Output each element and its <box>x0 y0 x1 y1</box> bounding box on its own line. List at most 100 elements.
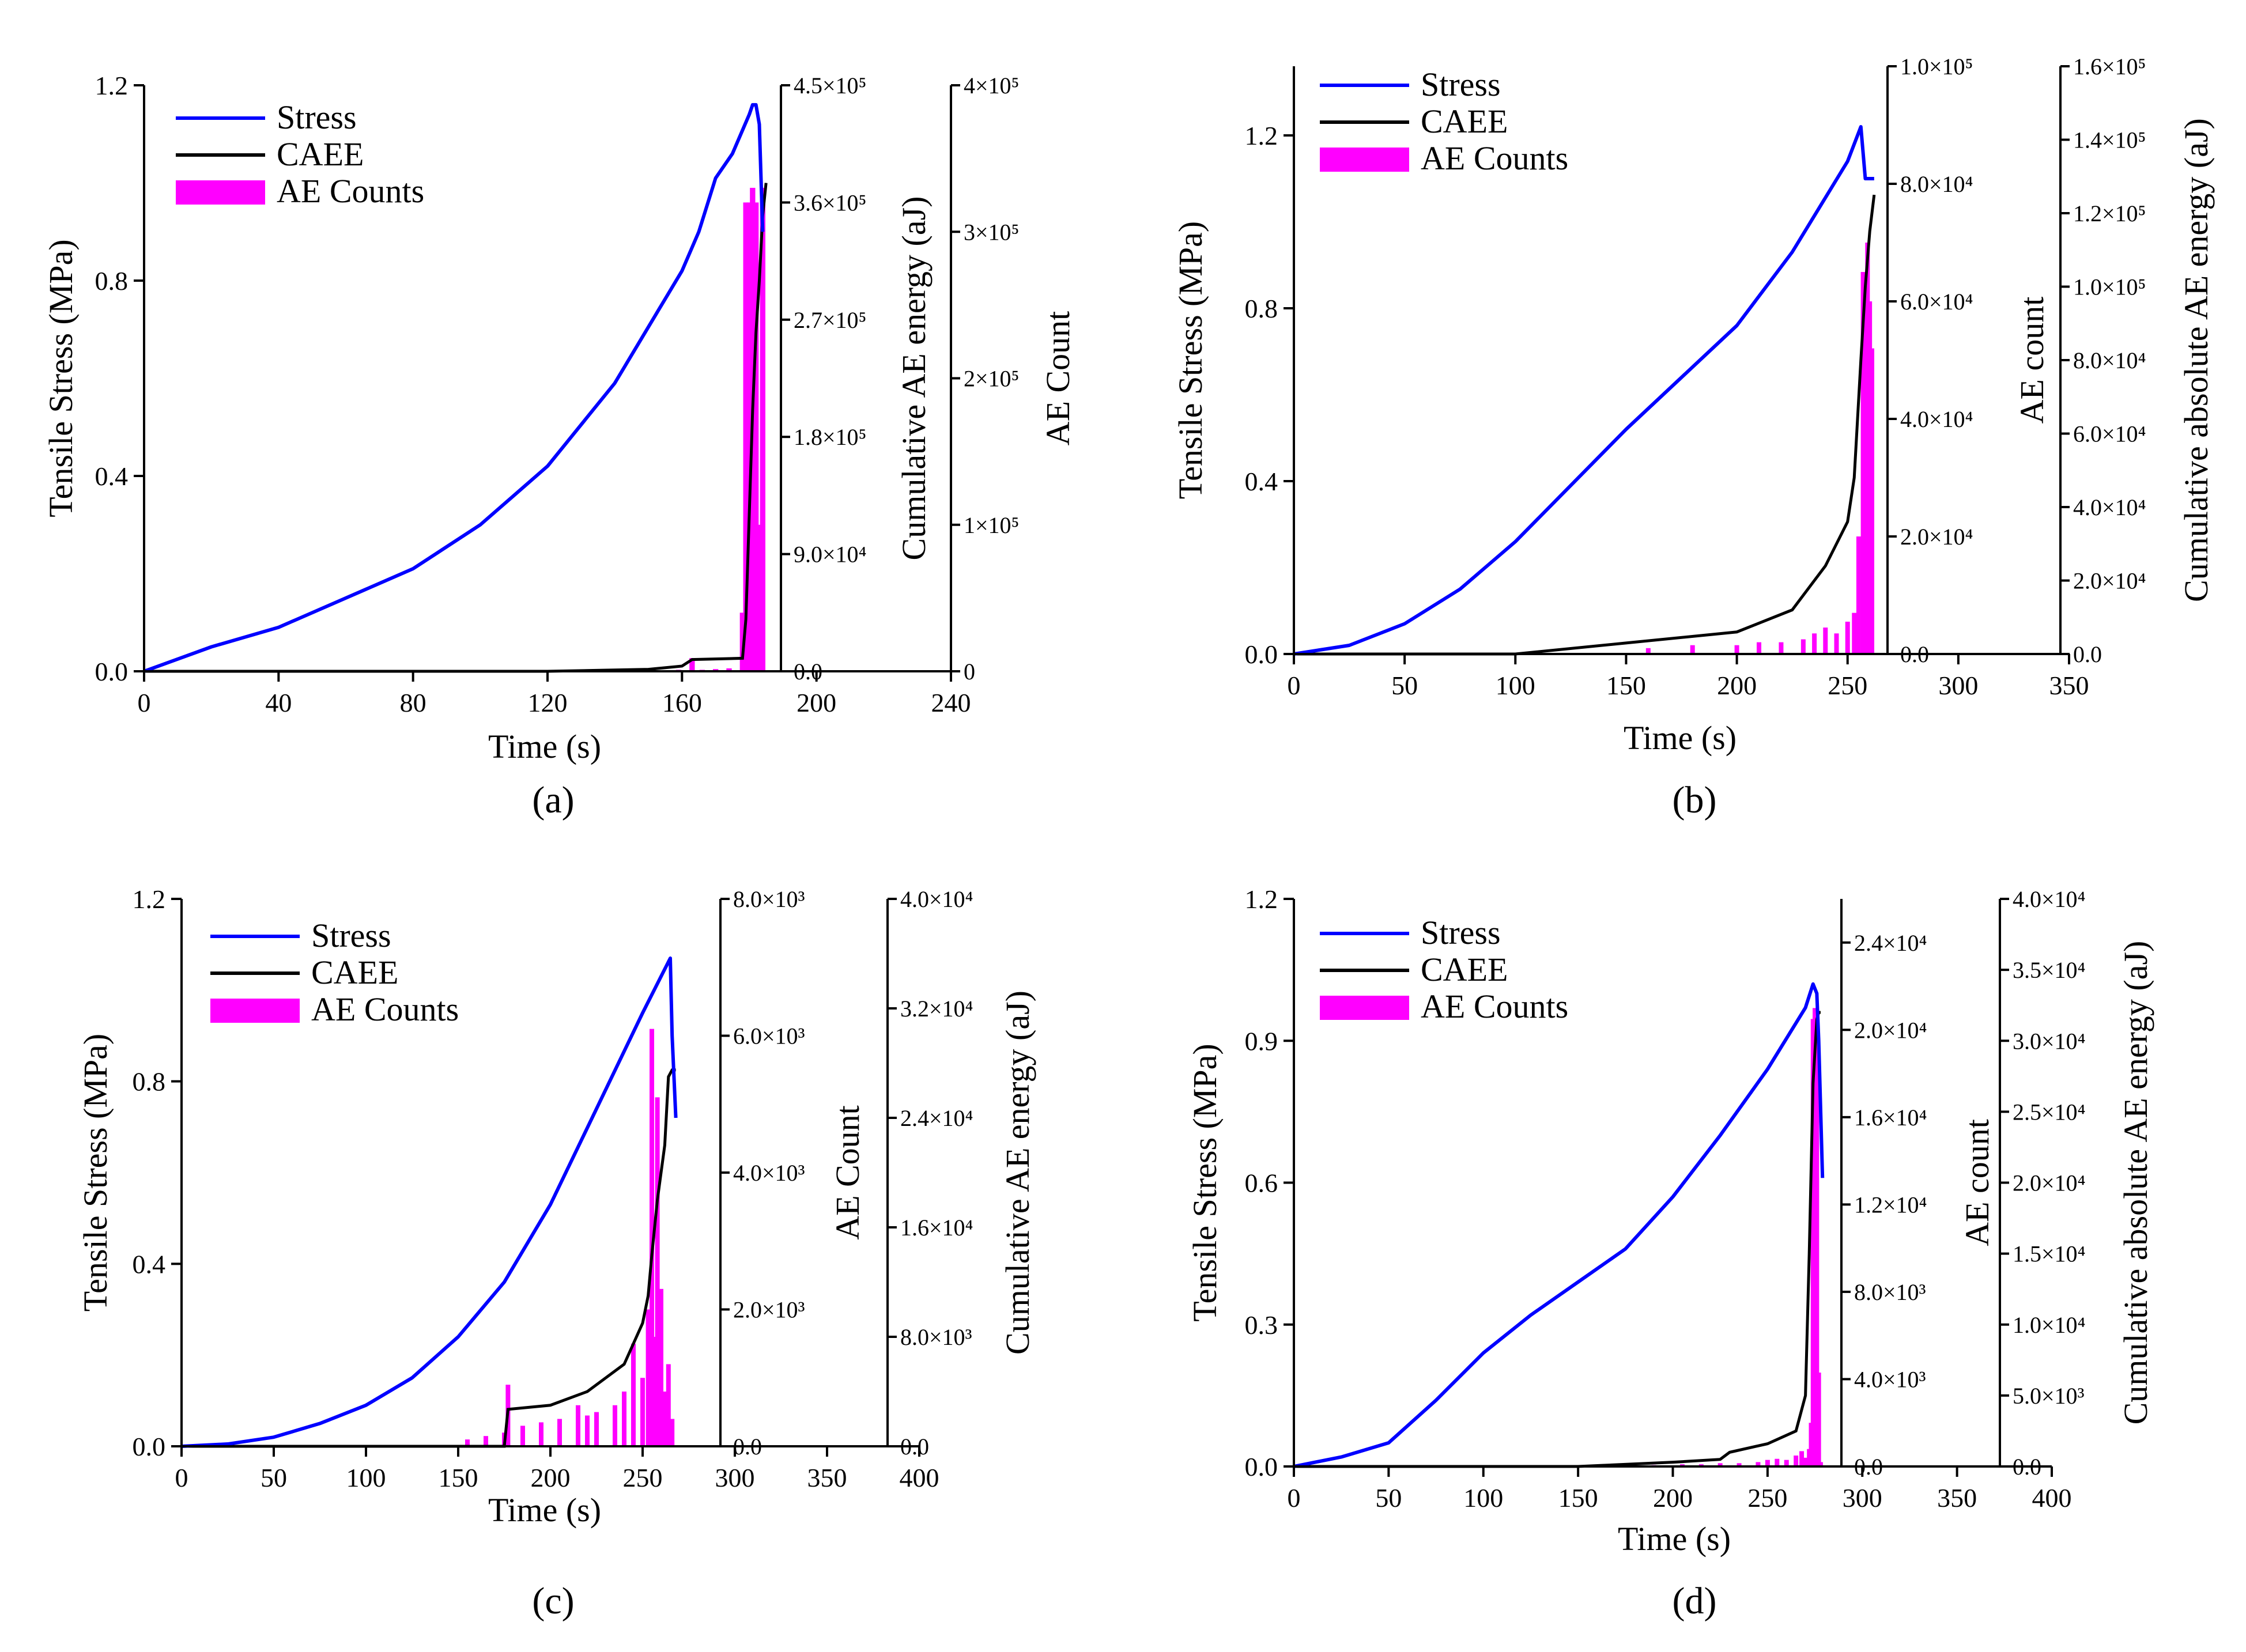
panel-d: 0 50 100 150 200 250 300 350 400 0.0 0.3 0.6 0.9 1.2 0… <box>1186 884 2154 1622</box>
y-right-tick-label: 1.6×10⁴ <box>900 1215 973 1241</box>
ae-count-bar <box>1845 621 1850 654</box>
y-tick-label: 1.2 <box>1245 884 1278 914</box>
x-tick-label: 250 <box>1828 671 1867 700</box>
ae-count-bar <box>539 1422 543 1446</box>
y-right-tick-label: 4.0×10³ <box>1854 1366 1926 1392</box>
x-tick-label: 200 <box>531 1463 571 1492</box>
ae-count-bar <box>557 1419 562 1446</box>
ae-count-bar <box>484 1436 488 1446</box>
y-right-axis-title-1: Cumulative AE energy (aJ) <box>895 196 933 561</box>
y-right-tick-label: 1.0×10⁵ <box>1900 54 1973 80</box>
y-right-tick-label: 3.0×10⁴ <box>2013 1028 2086 1054</box>
y-right-tick-label: 0.0 <box>900 1434 929 1460</box>
x-tick-label: 80 <box>400 688 426 717</box>
y-tick-label: 0.0 <box>95 657 129 686</box>
x-tick-label: 100 <box>1463 1483 1503 1513</box>
panel-c: 0 50 100 150 200 250 300 350 400 0.0 0.4 0.8 1.2 0.0 2… <box>77 884 1036 1622</box>
y-tick-label: 1.2 <box>133 884 166 914</box>
ae-count-bar <box>1784 1460 1789 1466</box>
ae-count-bar <box>1765 1460 1770 1466</box>
y-tick-label: 0.4 <box>1245 467 1278 496</box>
caee-line <box>1294 194 1876 656</box>
ae-count-bar <box>1757 642 1761 654</box>
ae-count-bar <box>1818 1462 1823 1466</box>
ae-count-bar <box>585 1415 590 1446</box>
x-tick-label: 50 <box>261 1463 287 1492</box>
legend-caee-label: CAEE <box>277 135 364 173</box>
y-axis-title: Tensile Stress (MPa) <box>42 239 80 517</box>
y-right-tick-label: 0.0 <box>1854 1454 1883 1480</box>
x-tick-label: 300 <box>715 1463 755 1492</box>
y-axis-title: Tensile Stress (MPa) <box>1172 221 1209 499</box>
x-axis-title: Time (s) <box>1624 719 1737 757</box>
ae-count-bar <box>726 668 732 671</box>
x-tick-label: 0 <box>1288 671 1301 700</box>
ae-count-bar <box>1775 1458 1780 1466</box>
ae-count-bar <box>465 1439 470 1446</box>
y-right-tick-label: 1×10⁵ <box>964 512 1020 538</box>
y-right-tick-label: 8.0×10³ <box>1854 1279 1926 1305</box>
legend-counts-swatch <box>1320 996 1409 1020</box>
ae-count-bar <box>659 1288 663 1446</box>
y-right-tick-label: 4.0×10⁴ <box>2013 886 2086 912</box>
ae-count-bar <box>640 1378 645 1446</box>
y-right-axis-title-1: AE Count <box>829 1105 866 1240</box>
x-tick-label: 50 <box>1375 1483 1402 1513</box>
legend-caee-label: CAEE <box>311 954 398 991</box>
y-axis-title: Tensile Stress (MPa) <box>77 1034 114 1311</box>
x-tick-label: 120 <box>528 688 568 717</box>
y-right-tick-label: 2.5×10⁴ <box>2013 1099 2086 1125</box>
ae-count-bar <box>1803 1457 1808 1466</box>
y-right-axis-title-1: AE count <box>2013 297 2051 424</box>
x-tick-label: 200 <box>1717 671 1757 700</box>
ae-count-bar <box>746 202 752 671</box>
y-tick-label: 0.0 <box>133 1432 166 1461</box>
ae-count-bar <box>1794 1456 1799 1466</box>
y-right-tick-label: 9.0×10⁴ <box>794 542 867 568</box>
legend-stress-label: Stress <box>1421 66 1501 103</box>
ae-count-bar <box>670 1419 675 1446</box>
ae-count-bar <box>520 1426 525 1446</box>
x-tick-label: 400 <box>2032 1483 2072 1513</box>
y-tick-label: 1.2 <box>1245 121 1278 150</box>
y-right-axis-title-2: AE Count <box>1039 311 1077 446</box>
legend-counts-label: AE Counts <box>277 172 424 210</box>
x-axis-title: Time (s) <box>488 1491 601 1529</box>
y-axis-title: Tensile Stress (MPa) <box>1186 1044 1224 1321</box>
x-tick-label: 0 <box>138 688 151 717</box>
panel-label: (a) <box>532 779 574 821</box>
y-right-axis-title-2: Cumulative absolute AE energy (aJ) <box>2117 941 2154 1425</box>
y-right-tick-label: 4.0×10⁴ <box>1900 406 1973 432</box>
y-right-tick-label: 2.0×10⁴ <box>1854 1017 1927 1043</box>
ae-count-bar <box>1645 648 1651 654</box>
x-tick-label: 350 <box>1937 1483 1977 1513</box>
y-right-tick-label: 0 <box>964 659 975 685</box>
y-right-tick-label: 1.6×10⁵ <box>2073 54 2146 80</box>
ae-count-bar <box>1779 642 1784 654</box>
ae-count-bar <box>1856 536 1861 654</box>
x-tick-label: 150 <box>439 1463 478 1492</box>
panel-a: 0 40 80 120 160 200 240 0.0 0.4 0.8 1.2 0.0 9.0×10⁴ 1… <box>42 71 1077 821</box>
ae-count-bar <box>631 1343 636 1446</box>
y-right-tick-label: 2×10⁵ <box>964 366 1020 392</box>
x-tick-label: 0 <box>175 1463 188 1492</box>
ae-count-bar <box>662 1392 667 1446</box>
y-right-axis-title-2: Cumulative AE energy (aJ) <box>999 991 1036 1355</box>
ae-count-bar <box>1869 348 1874 654</box>
ae-count-bar <box>1717 1463 1723 1466</box>
legend-caee-label: CAEE <box>1421 103 1508 140</box>
x-axis-title: Time (s) <box>1618 1520 1731 1558</box>
y-right-tick-label: 2.4×10⁴ <box>1854 930 1927 956</box>
x-tick-label: 0 <box>1288 1483 1301 1513</box>
legend-counts-label: AE Counts <box>311 991 459 1028</box>
x-axis-title: Time (s) <box>488 728 601 765</box>
ae-count-bar <box>1823 627 1828 654</box>
y-right-tick-label: 1.5×10⁴ <box>2013 1241 2086 1267</box>
y-tick-label: 0.8 <box>95 266 129 296</box>
y-right-tick-label: 6.0×10⁴ <box>2073 421 2146 447</box>
x-tick-label: 350 <box>2049 671 2089 700</box>
